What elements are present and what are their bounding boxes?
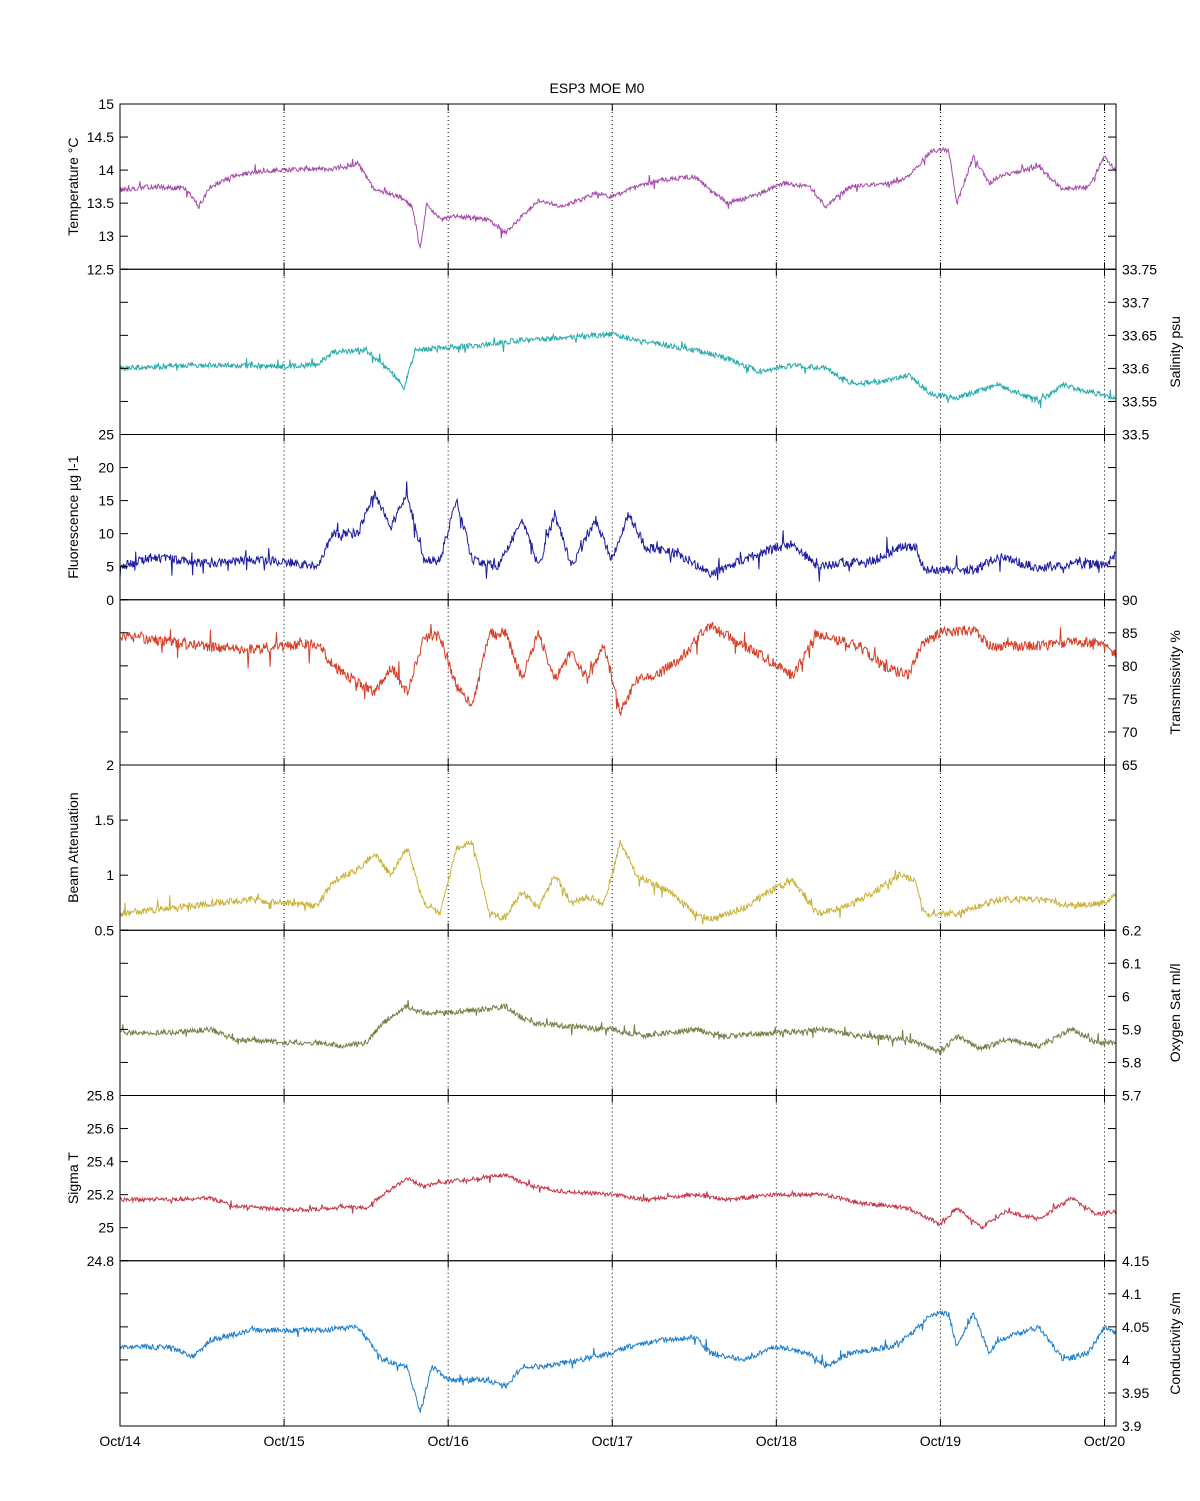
- y-tick-label: 3.95: [1122, 1385, 1149, 1401]
- y-tick-label: 14: [98, 162, 114, 178]
- panel-sigma_t: 24.8 25 25.2 25.4 25.6 25.8 Sigma T: [65, 1088, 1117, 1269]
- panel-fluorescence: 0 5 10 15 20 25 Fluorescence µg l-1: [65, 427, 1117, 608]
- y-tick-label: 5.7: [1122, 1088, 1142, 1104]
- y-tick-label: 5.9: [1122, 1021, 1142, 1037]
- y-tick-label: 1: [106, 867, 114, 883]
- y-tick-label: 33.75: [1122, 261, 1157, 277]
- panel-oxygen: 5.7 5.8 5.9 6 6.1 6.2 Oxygen Sat ml/l: [119, 922, 1183, 1104]
- y-tick-label: 75: [1122, 691, 1138, 707]
- y-tick-label: 14.5: [87, 129, 114, 145]
- x-tick-label: Oct/16: [428, 1433, 469, 1449]
- y-tick-label: 33.7: [1122, 294, 1149, 310]
- panel-transmissivity: 65 70 75 80 85 90 Transmissivity %: [119, 592, 1183, 773]
- y-tick-label: 25.6: [87, 1121, 114, 1137]
- chart-title: ESP3 MOE M0: [550, 80, 645, 96]
- y-tick-label: 0: [106, 592, 114, 608]
- y-tick-label: 4.1: [1122, 1286, 1142, 1302]
- y-tick-label: 6.1: [1122, 955, 1142, 971]
- panel-frame-conductivity: [119, 1260, 1117, 1427]
- y-tick-label: 5: [106, 559, 114, 575]
- y-tick-label: 4.15: [1122, 1253, 1149, 1269]
- x-tick-label: Oct/14: [99, 1433, 140, 1449]
- y-axis-label-beam_attenuation: Beam Attenuation: [65, 792, 81, 903]
- y-tick-label: 4: [1122, 1352, 1130, 1368]
- y-tick-label: 90: [1122, 592, 1138, 608]
- y-tick-label: 33.6: [1122, 360, 1149, 376]
- panel-beam_attenuation: 0.5 1 1.5 2 Beam Attenuation: [65, 757, 1117, 938]
- series-sigma_t: [119, 1172, 1117, 1230]
- y-axis-label-fluorescence: Fluorescence µg l-1: [65, 455, 81, 578]
- y-tick-label: 85: [1122, 625, 1138, 641]
- y-tick-label: 10: [98, 526, 114, 542]
- panel-salinity: 33.5 33.55 33.6 33.65 33.7 33.75 Salinity psu: [119, 261, 1183, 443]
- panel-frame-sigma_t: [119, 1095, 1117, 1262]
- y-axis-label-temperature: Temperature °C: [65, 138, 81, 236]
- series-oxygen: [119, 999, 1117, 1055]
- panel-frame-oxygen: [119, 929, 1117, 1096]
- y-axis-label-oxygen: Oxygen Sat ml/l: [1167, 963, 1183, 1062]
- y-tick-label: 25.2: [87, 1187, 114, 1203]
- y-tick-label: 24.8: [87, 1253, 114, 1269]
- panel-conductivity: 3.9 3.95 4 4.05 4.1 4.15 Conductivity s/m: [119, 1253, 1183, 1434]
- y-tick-label: 3.9: [1122, 1418, 1142, 1434]
- y-axis-label-transmissivity: Transmissivity %: [1167, 630, 1183, 735]
- y-tick-label: 1.5: [95, 812, 115, 828]
- panel-temperature: 12.5 13 13.5 14 14.5 15 Temperature °C: [65, 96, 1117, 277]
- y-tick-label: 25: [98, 1220, 114, 1236]
- y-tick-label: 65: [1122, 757, 1138, 773]
- y-axis-label-sigma_t: Sigma T: [65, 1152, 81, 1204]
- y-tick-label: 13: [98, 228, 114, 244]
- y-tick-label: 6: [1122, 988, 1130, 1004]
- x-tick-label: Oct/20: [1084, 1433, 1125, 1449]
- y-tick-label: 70: [1122, 724, 1138, 740]
- y-tick-label: 33.5: [1122, 427, 1149, 443]
- panel-frame-temperature: [119, 103, 1117, 270]
- y-tick-label: 12.5: [87, 261, 114, 277]
- x-tick-label: Oct/17: [592, 1433, 633, 1449]
- series-transmissivity: [119, 621, 1117, 716]
- y-tick-label: 2: [106, 757, 114, 773]
- x-tick-label: Oct/19: [920, 1433, 961, 1449]
- y-tick-label: 33.65: [1122, 327, 1157, 343]
- y-tick-label: 33.55: [1122, 393, 1157, 409]
- series-beam_attenuation: [119, 839, 1117, 925]
- series-fluorescence: [119, 481, 1117, 582]
- y-tick-label: 6.2: [1122, 922, 1142, 938]
- y-tick-label: 80: [1122, 658, 1138, 674]
- series-temperature: [119, 146, 1117, 250]
- panel-frame-salinity: [119, 268, 1117, 435]
- panel-frame-fluorescence: [119, 434, 1117, 601]
- y-tick-label: 25.8: [87, 1088, 114, 1104]
- y-tick-label: 25.4: [87, 1154, 114, 1170]
- y-axis-label-conductivity: Conductivity s/m: [1167, 1292, 1183, 1395]
- y-tick-label: 25: [98, 427, 114, 443]
- x-tick-label: Oct/15: [263, 1433, 304, 1449]
- x-tick-label: Oct/18: [756, 1433, 797, 1449]
- y-axis-label-salinity: Salinity psu: [1167, 316, 1183, 388]
- y-tick-label: 15: [98, 493, 114, 509]
- y-tick-label: 5.8: [1122, 1054, 1142, 1070]
- y-tick-label: 0.5: [95, 922, 115, 938]
- y-tick-label: 20: [98, 460, 114, 476]
- y-tick-label: 4.05: [1122, 1319, 1149, 1335]
- series-salinity: [119, 330, 1117, 409]
- panel-frame-transmissivity: [119, 599, 1117, 766]
- series-conductivity: [119, 1309, 1117, 1413]
- y-tick-label: 15: [98, 96, 114, 112]
- y-tick-label: 13.5: [87, 195, 114, 211]
